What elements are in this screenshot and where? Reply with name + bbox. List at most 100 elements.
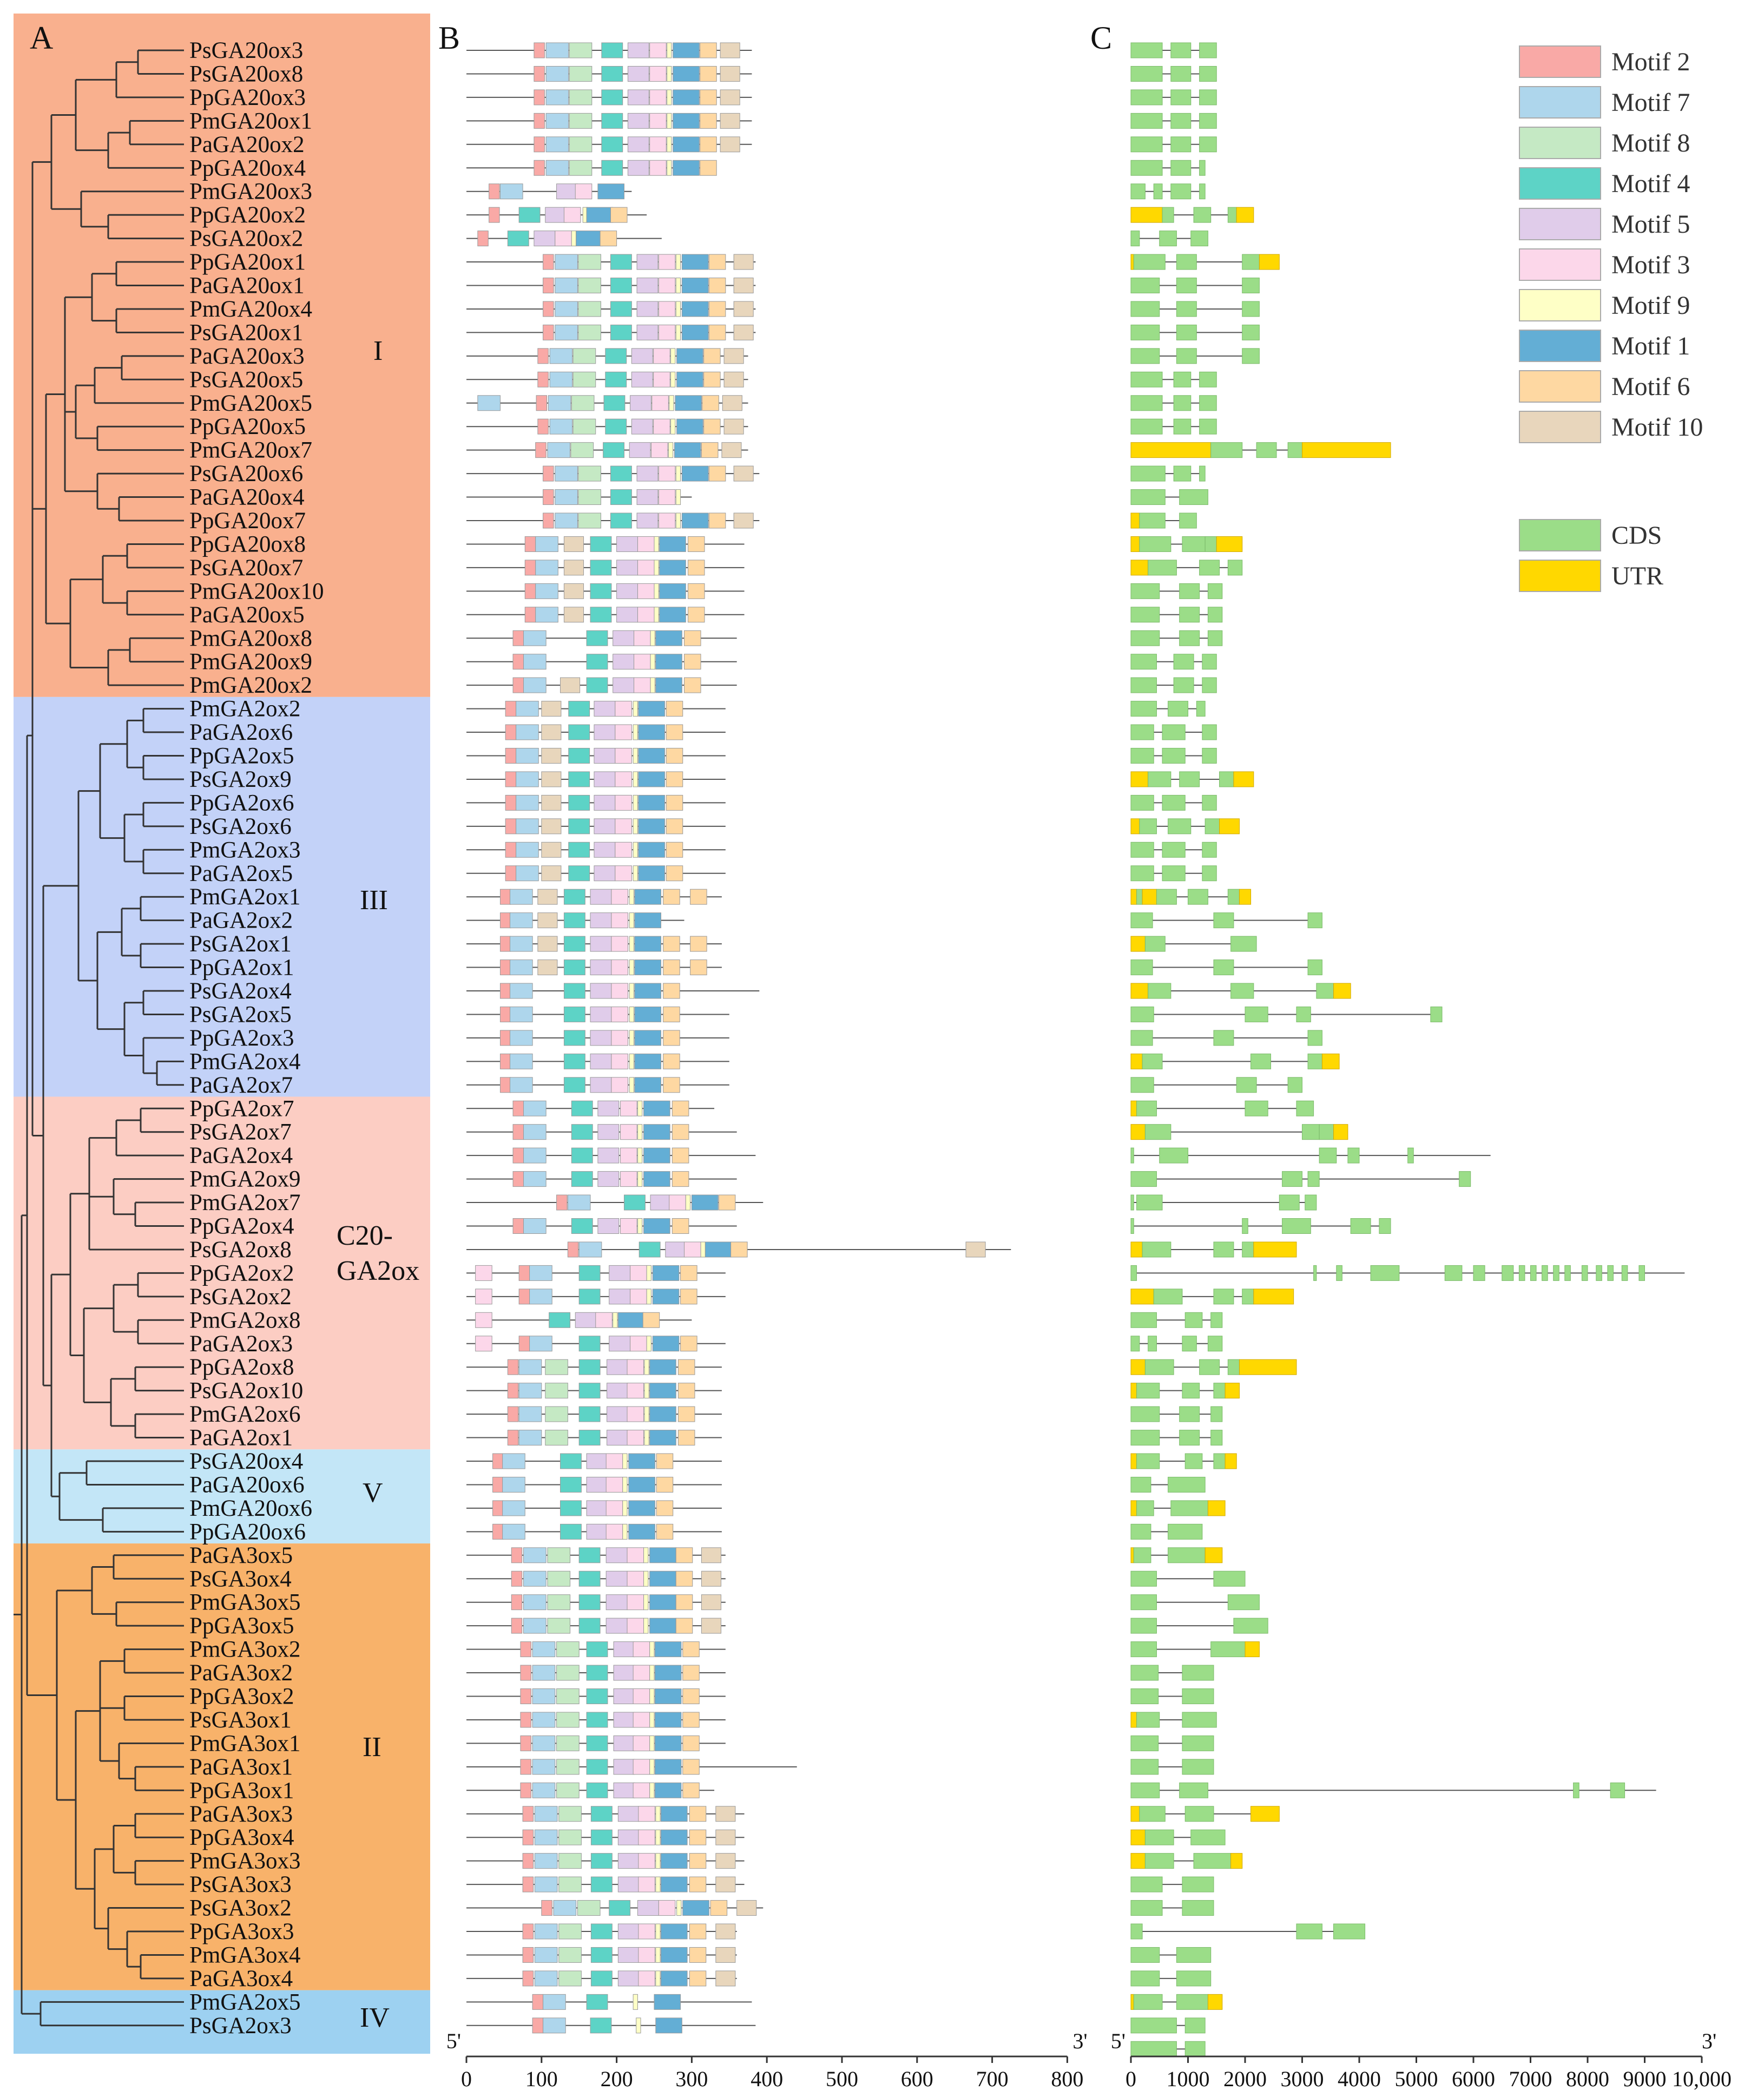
- motif-box: [708, 254, 726, 270]
- motif-box: [691, 1194, 719, 1211]
- utr-segment: [1130, 1359, 1146, 1375]
- cds-segment: [1139, 1806, 1166, 1822]
- motif-box: [518, 1289, 530, 1305]
- motif-box: [627, 136, 649, 153]
- motif-box: [518, 1383, 542, 1399]
- motif-box: [586, 1688, 608, 1704]
- clade-band-iv: [14, 1990, 430, 2054]
- cds-segment: [1347, 1147, 1360, 1164]
- motif-box: [628, 1476, 655, 1493]
- gene-label: PaGA20ox3: [189, 344, 305, 369]
- motif-box: [673, 42, 700, 58]
- motif-box: [505, 842, 517, 858]
- legend-label: CDS: [1611, 521, 1662, 550]
- cds-segment: [1173, 465, 1192, 482]
- motif-box: [700, 136, 717, 153]
- cds-segment: [1610, 1782, 1625, 1798]
- motif-box: [680, 1336, 697, 1352]
- motif-box: [654, 560, 659, 576]
- gene-label: PmGA2ox9: [189, 1167, 300, 1192]
- motif-box: [541, 818, 562, 834]
- motif-box: [532, 1759, 556, 1775]
- axis-start-label: 5': [446, 2029, 461, 2053]
- gene-label: PsGA2ox9: [189, 767, 292, 792]
- motif-box: [511, 1594, 523, 1611]
- motif-box: [654, 1712, 682, 1728]
- motif-box: [655, 1970, 661, 1987]
- legend-label: Motif 4: [1611, 169, 1690, 198]
- motif-box: [650, 654, 655, 670]
- cds-segment: [1542, 1265, 1548, 1281]
- motif-box: [663, 1053, 680, 1069]
- motif-box: [672, 1147, 689, 1164]
- motif-box: [590, 1006, 612, 1022]
- motif-box: [556, 1735, 580, 1751]
- clade-label-v: V: [363, 1477, 383, 1508]
- motif-box: [541, 748, 562, 764]
- motif-box: [708, 324, 726, 340]
- cds-segment: [1130, 607, 1160, 623]
- motif-box: [571, 1171, 593, 1187]
- cds-segment: [1282, 1218, 1311, 1234]
- motif-box: [545, 1406, 568, 1422]
- motif-box: [687, 560, 705, 576]
- motif-box: [673, 113, 700, 129]
- motif-box: [547, 1547, 571, 1563]
- gene-label: PaGA20ox4: [189, 485, 305, 510]
- legend-label: Motif 1: [1611, 332, 1690, 360]
- legend-label: Motif 6: [1611, 372, 1690, 401]
- motif-box: [634, 1053, 661, 1069]
- motif-box: [545, 1359, 568, 1375]
- axis-tick-label: 10,000: [1672, 2067, 1732, 2090]
- motif-box: [558, 1853, 582, 1869]
- cds-segment: [1213, 1030, 1234, 1046]
- gene-label: PpGA2ox3: [189, 1026, 294, 1051]
- cds-segment: [1176, 278, 1197, 293]
- gene-label: PmGA3ox1: [189, 1731, 300, 1756]
- cds-segment: [1282, 1171, 1302, 1187]
- motif-box: [652, 1265, 680, 1281]
- motif-box: [667, 65, 672, 82]
- motif-box: [536, 395, 548, 411]
- cds-segment: [1210, 1430, 1223, 1446]
- motif-box: [605, 371, 627, 387]
- motif-box: [549, 1312, 571, 1328]
- motif-box: [673, 160, 700, 176]
- cds-segment: [1176, 254, 1197, 270]
- motif-box: [611, 983, 628, 999]
- cds-segment: [1130, 842, 1154, 858]
- cds-segment: [1173, 371, 1192, 387]
- motif-box: [524, 536, 536, 552]
- motif-box: [965, 1241, 986, 1258]
- motif-box: [578, 512, 601, 529]
- cds-segment: [1148, 1336, 1157, 1352]
- motif-box: [616, 560, 638, 576]
- gene-label: PaGA20ox5: [189, 602, 305, 628]
- cds-segment: [1199, 1359, 1220, 1375]
- axis-tick-label: 100: [525, 2067, 558, 2090]
- motif-box: [569, 160, 593, 176]
- cds-segment: [1130, 42, 1163, 58]
- motif-box: [594, 724, 616, 740]
- motif-box: [646, 1336, 651, 1352]
- motif-box: [675, 395, 702, 411]
- phylogenetic-tree: [14, 49, 184, 2027]
- motif-box: [682, 1900, 709, 1916]
- motif-box: [656, 1500, 674, 1516]
- motif-box: [663, 1006, 680, 1022]
- cds-segment: [1130, 1430, 1160, 1446]
- cds-segment: [1148, 560, 1177, 576]
- motif-box: [652, 1289, 680, 1305]
- motif-box: [720, 136, 740, 153]
- motif-box: [523, 654, 547, 670]
- motif-box: [681, 278, 709, 293]
- cds-segment: [1307, 1053, 1322, 1069]
- motif-box: [534, 42, 545, 58]
- cds-segment: [1207, 1336, 1223, 1352]
- motif-box: [643, 1147, 670, 1164]
- motif-box: [586, 677, 608, 693]
- motif-box: [545, 1430, 568, 1446]
- motif-box: [505, 701, 517, 717]
- motif-box: [675, 301, 681, 317]
- motif-box: [535, 607, 558, 623]
